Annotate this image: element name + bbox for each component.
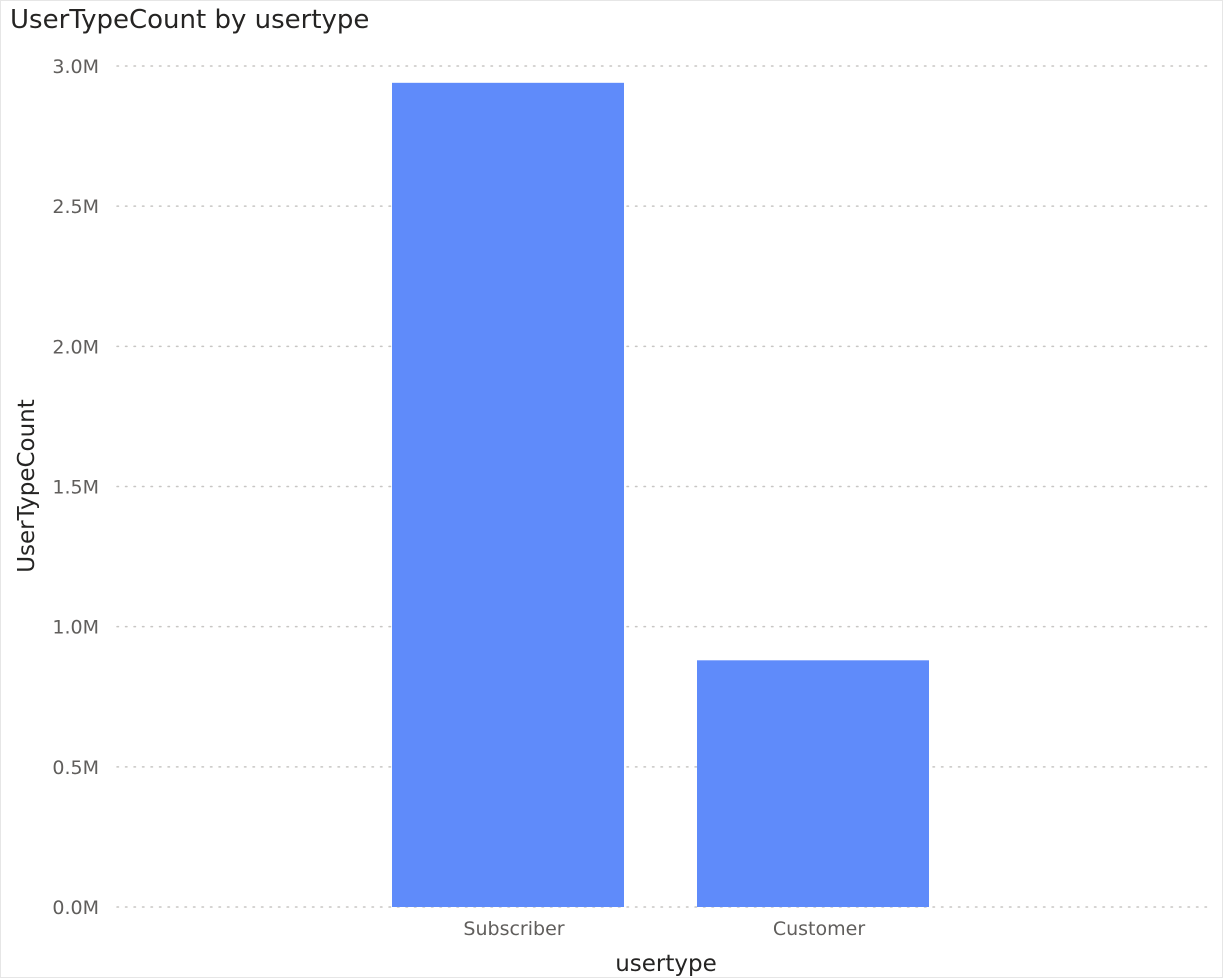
y-tick-label: 0.5M	[52, 757, 99, 779]
y-tick-label: 0.0M	[52, 897, 99, 919]
y-tick-label: 1.0M	[52, 617, 99, 639]
y-tick-label: 2.5M	[52, 196, 99, 218]
bar-subscriber[interactable]	[392, 82, 624, 907]
x-axis-title: usertype	[615, 951, 717, 977]
y-axis-ticks: 0.0M 0.5M 1.0M 1.5M 2.0M 2.5M 3.0M	[52, 56, 99, 919]
bars	[392, 82, 929, 907]
y-tick-label: 2.0M	[52, 336, 99, 358]
x-axis-ticks: Subscriber Customer	[463, 918, 865, 940]
y-axis-title: UserTypeCount	[14, 399, 40, 573]
y-tick-label: 3.0M	[52, 56, 99, 78]
bar-customer[interactable]	[697, 660, 929, 907]
x-tick-label-customer: Customer	[773, 918, 865, 940]
x-tick-label-subscriber: Subscriber	[463, 918, 564, 940]
gridlines	[116, 65, 1214, 908]
y-tick-label: 1.5M	[52, 477, 99, 499]
chart-title: UserTypeCount by usertype	[10, 5, 370, 35]
